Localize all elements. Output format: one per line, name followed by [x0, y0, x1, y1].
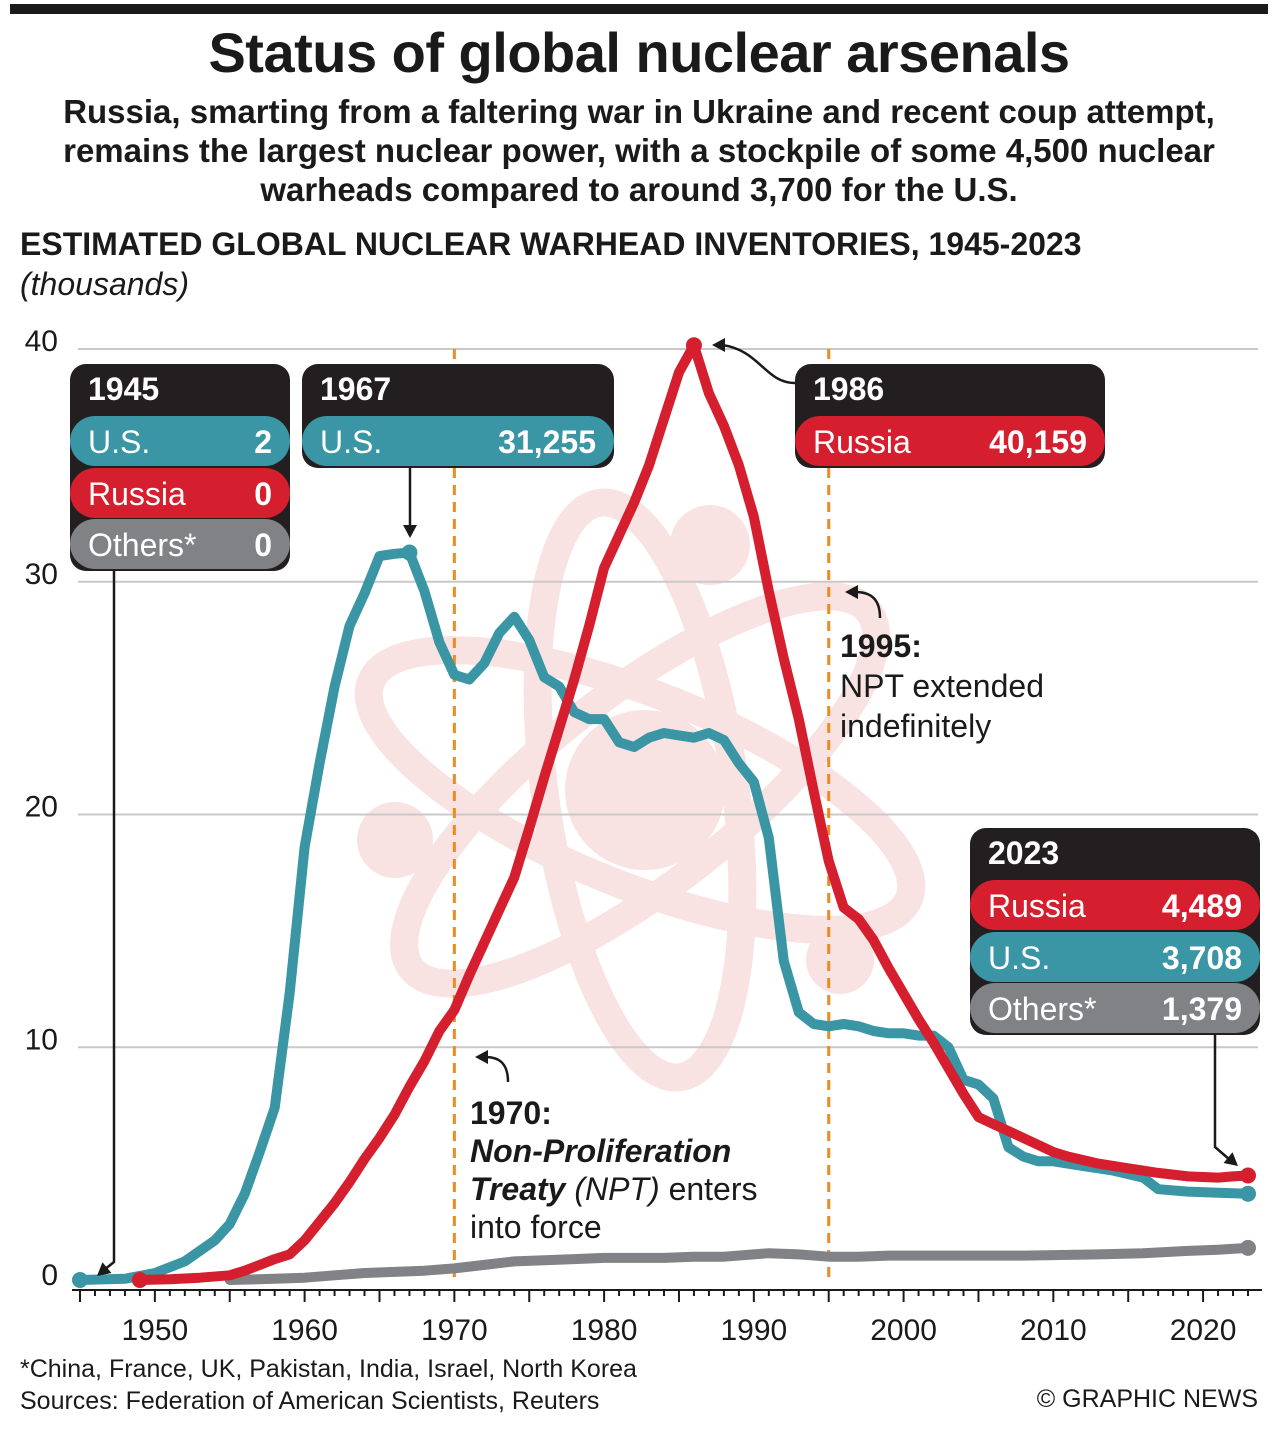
- info-box-row-label: U.S.: [320, 424, 382, 460]
- y-tick-label: 0: [41, 1259, 58, 1292]
- connector-1945: [103, 566, 116, 1271]
- info-box-row-russia: [70, 468, 290, 518]
- connector-1970: [484, 1055, 510, 1083]
- x-tick-label: 1990: [720, 1314, 787, 1347]
- info-box-1945: 1945 U.S. 2 Russia 0 Others* 0: [70, 364, 290, 571]
- x-tick-label: 1980: [571, 1314, 638, 1347]
- y-tick-label: 40: [25, 325, 58, 358]
- y-tick-label: 30: [25, 558, 58, 591]
- arrow-1995: [845, 585, 858, 599]
- series-line-us: [75, 547, 1253, 1285]
- page-title: Status of global nuclear arsenals: [208, 21, 1070, 84]
- series-end-dot-others: [1240, 1239, 1256, 1256]
- info-box-1986: 1986 Russia 40,159: [795, 364, 1105, 468]
- info-box-row-value: 3,708: [1162, 940, 1242, 976]
- chart-units: (thousands): [20, 266, 189, 302]
- annotation-1995-year: 1995:: [840, 628, 922, 664]
- annotation-1970-force: into force: [470, 1209, 602, 1245]
- annotation-1995-line1: NPT extended: [840, 668, 1044, 704]
- info-box-year: 1945: [88, 371, 159, 407]
- series-end-dot-russia: [1240, 1167, 1256, 1184]
- series-line-russia: [134, 340, 1253, 1285]
- annotation-1970-abbr: (NPT): [574, 1171, 659, 1207]
- series-line-others: [224, 1242, 1253, 1285]
- info-box-year: 2023: [988, 835, 1059, 871]
- info-box-row-us: [302, 416, 614, 466]
- arrow-1986: [712, 338, 725, 352]
- info-box-1967: 1967 U.S. 31,255: [302, 364, 614, 468]
- annotation-1970-treaty: Non-Proliferation: [470, 1133, 731, 1169]
- arrow-2023: [1223, 1152, 1238, 1166]
- info-box-row-us: [970, 932, 1260, 982]
- x-tick-label: 2000: [870, 1314, 937, 1347]
- annotation-1995-line2: indefinitely: [840, 708, 991, 744]
- info-box-row-label: Russia: [88, 476, 186, 512]
- info-box-year: 1967: [320, 371, 391, 407]
- info-box-row-label: Others*: [988, 991, 1096, 1027]
- annotation-1995: 1995: NPT extended indefinitely: [840, 628, 1044, 744]
- info-box-row-value: 0: [254, 476, 272, 512]
- info-box-row-label: Russia: [813, 424, 911, 460]
- x-tick-label: 1950: [121, 1314, 188, 1347]
- footnote: *China, France, UK, Pakistan, India, Isr…: [20, 1355, 637, 1383]
- info-box-row-value: 2: [254, 424, 272, 460]
- chart-title: ESTIMATED GLOBAL NUCLEAR WARHEAD INVENTO…: [20, 226, 1082, 262]
- credit: © GRAPHIC NEWS: [1036, 1385, 1258, 1413]
- info-box-row-others: [70, 519, 290, 569]
- info-box-2023: 2023 Russia 4,489 U.S. 3,708 Others* 1,379: [970, 828, 1260, 1035]
- annotation-1970: 1970: Non-Proliferation Treaty (NPT) ent…: [470, 1095, 758, 1245]
- connector-1986: [721, 343, 796, 385]
- atom-icon: [354, 488, 926, 1092]
- connector-2023: [1213, 1034, 1231, 1161]
- arrow-1967: [403, 525, 417, 538]
- annotation-1970-line3: Treaty (NPT) enters: [470, 1171, 758, 1207]
- top-rule: [10, 4, 1268, 14]
- annotation-1970-treaty2: Treaty: [470, 1171, 568, 1207]
- info-box-row-us: [70, 416, 290, 466]
- sources: Sources: Federation of American Scientis…: [20, 1387, 600, 1415]
- annotation-1970-enters: enters: [660, 1171, 758, 1207]
- info-box-row-value: 1,379: [1162, 991, 1242, 1027]
- x-tick-label: 2010: [1020, 1314, 1087, 1347]
- info-box-row-label: U.S.: [988, 940, 1050, 976]
- info-box-row-others: [970, 983, 1260, 1033]
- info-box-row-value: 31,255: [498, 424, 596, 460]
- series-start-dot-russia: [131, 1271, 148, 1288]
- x-tick-label: 1970: [421, 1314, 488, 1347]
- y-tick-label: 20: [25, 791, 58, 824]
- info-box-row-value: 4,489: [1162, 888, 1242, 924]
- info-box-row-value: 40,159: [989, 424, 1087, 460]
- annotation-1970-year: 1970:: [470, 1095, 552, 1131]
- info-box-year: 1986: [813, 371, 884, 407]
- series-end-dot-us: [1240, 1185, 1256, 1202]
- series-start-dot-us: [72, 1271, 88, 1288]
- arrow-1970: [475, 1050, 488, 1064]
- info-box-row-label: Others*: [88, 527, 196, 563]
- info-box-row-russia: [795, 416, 1105, 466]
- info-box-row-russia: [970, 880, 1260, 930]
- peak-dot-us: [401, 544, 418, 561]
- info-box-row-label: Russia: [988, 888, 1086, 924]
- info-box-row-label: U.S.: [88, 424, 150, 460]
- info-box-row-value: 0: [254, 527, 272, 563]
- subtitle: Russia, smarting from a faltering war in…: [63, 93, 1215, 208]
- x-tick-label: 1960: [271, 1314, 338, 1347]
- y-tick-label: 10: [25, 1023, 58, 1056]
- footnote-block: *China, France, UK, Pakistan, India, Isr…: [20, 1353, 637, 1417]
- peak-dot-russia: [685, 337, 702, 354]
- x-tick-label: 2020: [1170, 1314, 1237, 1347]
- arrow-1945: [97, 1262, 112, 1276]
- connector-1995: [854, 590, 882, 619]
